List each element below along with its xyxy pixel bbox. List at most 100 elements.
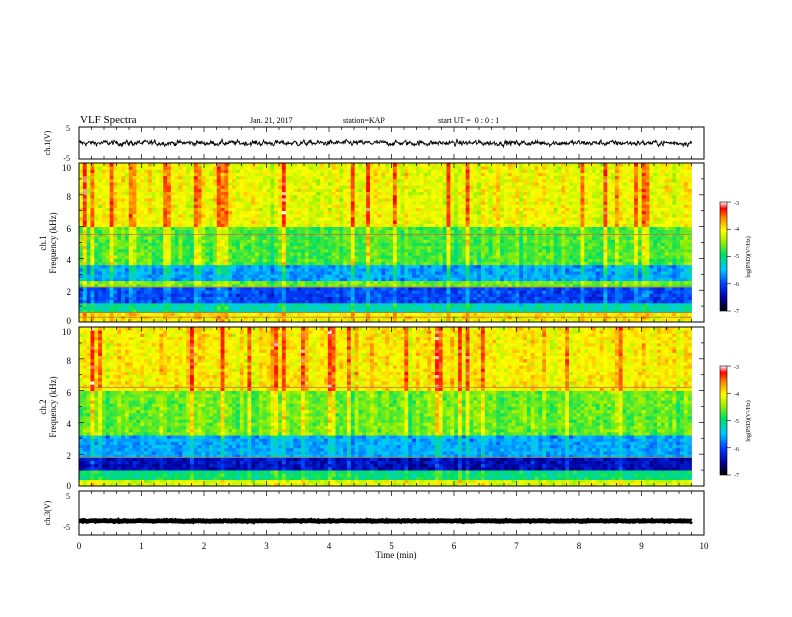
spectrogram-cell bbox=[121, 258, 125, 262]
spectrogram-cell bbox=[90, 258, 94, 262]
spectrogram-cell bbox=[646, 290, 650, 294]
spectrogram-cell bbox=[485, 227, 489, 231]
spectrogram-cell bbox=[638, 258, 642, 262]
spectrogram-cell bbox=[462, 277, 466, 281]
spectrogram-cell bbox=[309, 230, 313, 234]
spectrogram-cell bbox=[558, 312, 562, 316]
spectrogram-cell bbox=[263, 290, 267, 294]
spectrogram-cell bbox=[542, 249, 546, 253]
spectrogram-cell bbox=[515, 239, 519, 243]
spectrogram-cell bbox=[439, 281, 443, 285]
spectrogram-cell bbox=[366, 271, 370, 275]
spectrogram-cell bbox=[351, 268, 355, 272]
spectrogram-cell bbox=[431, 236, 435, 240]
spectrogram-cell bbox=[661, 274, 665, 278]
spectrogram-cell bbox=[584, 290, 588, 294]
spectrogram-cell bbox=[661, 293, 665, 297]
spectrogram-cell bbox=[454, 265, 458, 269]
spectrogram-cell bbox=[443, 271, 447, 275]
spectrogram-cell bbox=[328, 239, 332, 243]
spectrogram-cell bbox=[362, 303, 366, 307]
spectrogram-cell bbox=[140, 246, 144, 250]
spectrogram-cell bbox=[389, 239, 393, 243]
spectrogram-cell bbox=[492, 271, 496, 275]
spectrogram-cell bbox=[588, 239, 592, 243]
spectrogram-cell bbox=[653, 268, 657, 272]
spectrogram-cell bbox=[408, 255, 412, 259]
spectrogram-cell bbox=[328, 252, 332, 256]
spectrogram-cell bbox=[611, 236, 615, 240]
spectrogram-cell bbox=[588, 227, 592, 231]
spectrogram-cell bbox=[408, 312, 412, 316]
spectrogram-cell bbox=[320, 297, 324, 301]
spectrogram-cell bbox=[385, 300, 389, 304]
spectrogram-cell bbox=[194, 297, 198, 301]
spectrogram-cell bbox=[121, 277, 125, 281]
spectrogram-cell bbox=[435, 243, 439, 247]
spectrogram-cell bbox=[515, 271, 519, 275]
spectrogram-cell bbox=[519, 255, 523, 259]
spectrogram-cell bbox=[240, 274, 244, 278]
spectrogram-cell bbox=[385, 277, 389, 281]
spectrogram-cell bbox=[255, 271, 259, 275]
spectrogram-cell bbox=[603, 271, 607, 275]
spectrogram-cell bbox=[236, 312, 240, 316]
spectrogram-cell bbox=[209, 262, 213, 266]
spectrogram-cell bbox=[588, 281, 592, 285]
spectrogram-cell bbox=[309, 265, 313, 269]
spectrogram-cell bbox=[94, 271, 98, 275]
spectrogram-cell bbox=[588, 290, 592, 294]
spectrogram-cell bbox=[649, 290, 653, 294]
spectrogram-cell bbox=[232, 246, 236, 250]
spectrogram-cell bbox=[251, 265, 255, 269]
spectrogram-cell bbox=[596, 262, 600, 266]
spectrogram-cell bbox=[393, 249, 397, 253]
spectrogram-cell bbox=[374, 312, 378, 316]
spectrogram-cell bbox=[676, 297, 680, 301]
spectrogram-cell bbox=[202, 274, 206, 278]
spectrogram-cell bbox=[665, 258, 669, 262]
spectrogram-cell bbox=[332, 223, 336, 227]
spectrogram-cell bbox=[251, 246, 255, 250]
spectrogram-cell bbox=[626, 303, 630, 307]
spectrogram-cell bbox=[205, 223, 209, 227]
spectrogram-cell bbox=[619, 239, 623, 243]
spectrogram-cell bbox=[374, 293, 378, 297]
spectrogram-cell bbox=[642, 271, 646, 275]
spectrogram-cell bbox=[156, 293, 160, 297]
spectrogram-cell bbox=[412, 287, 416, 291]
spectrogram-cell bbox=[680, 281, 684, 285]
spectrogram-cell bbox=[136, 252, 140, 256]
spectrogram-cell bbox=[274, 306, 278, 310]
spectrogram-cell bbox=[182, 290, 186, 294]
spectrogram-cell bbox=[282, 262, 286, 266]
spectrogram-cell bbox=[496, 243, 500, 247]
spectrogram-cell bbox=[531, 274, 535, 278]
spectrogram-cell bbox=[251, 303, 255, 307]
spectrogram-cell bbox=[584, 293, 588, 297]
spectrogram-cell bbox=[607, 287, 611, 291]
spectrogram-cell bbox=[466, 297, 470, 301]
spectrogram-cell bbox=[573, 230, 577, 234]
spectrogram-cell bbox=[469, 227, 473, 231]
spectrogram-cell bbox=[198, 281, 202, 285]
spectrogram-cell bbox=[144, 281, 148, 285]
spectrogram-cell bbox=[512, 300, 516, 304]
spectrogram-cell bbox=[550, 249, 554, 253]
spectrogram-cell bbox=[454, 312, 458, 316]
spectrogram-cell bbox=[270, 277, 274, 281]
spectrogram-cell bbox=[198, 277, 202, 281]
spectrogram-cell bbox=[550, 277, 554, 281]
spectrogram-cell bbox=[554, 255, 558, 259]
spectrogram-cell bbox=[121, 281, 125, 285]
spectrogram-cell bbox=[87, 290, 91, 294]
spectrogram-cell bbox=[156, 300, 160, 304]
spectrogram-cell bbox=[469, 312, 473, 316]
spectrogram-cell bbox=[90, 312, 94, 316]
spectrogram-cell bbox=[194, 255, 198, 259]
spectrogram-cell bbox=[370, 287, 374, 291]
spectrogram-cell bbox=[435, 271, 439, 275]
spectrogram-cell bbox=[159, 252, 163, 256]
spectrogram-cell bbox=[282, 281, 286, 285]
spectrogram-cell bbox=[531, 300, 535, 304]
